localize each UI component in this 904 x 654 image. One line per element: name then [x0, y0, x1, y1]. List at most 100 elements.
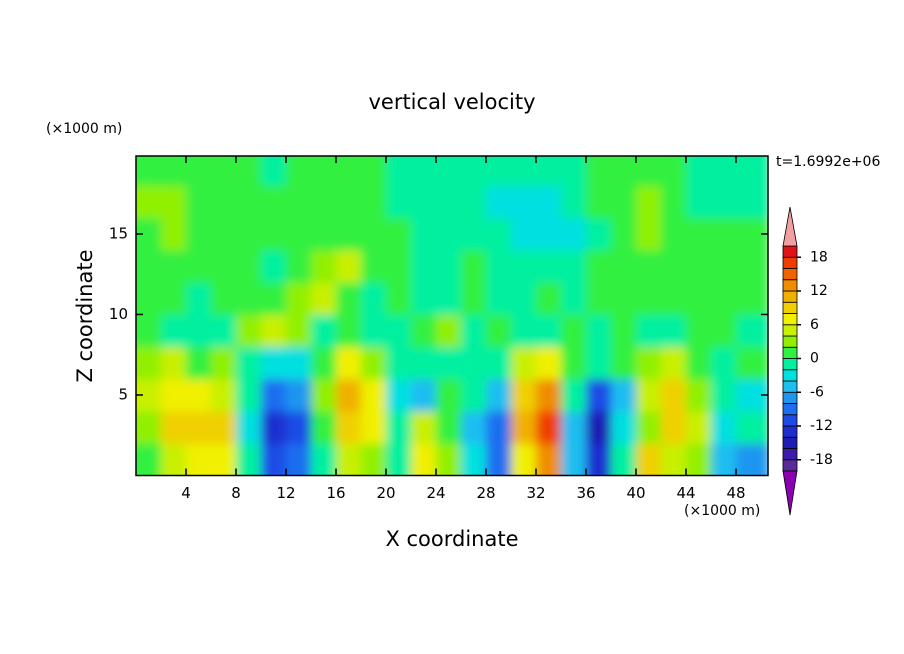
field-cell	[236, 411, 262, 444]
colorbar-band	[782, 459, 798, 472]
colorbar-band	[782, 290, 798, 303]
colorbar-band	[782, 380, 798, 393]
field-cell	[586, 443, 612, 476]
field-cell	[186, 156, 212, 187]
field-cell	[461, 185, 487, 219]
field-cell	[486, 411, 512, 444]
field-cell	[661, 185, 687, 219]
field-cell	[436, 314, 462, 348]
field-cell	[536, 282, 562, 315]
field-cell	[536, 443, 562, 476]
cells	[136, 156, 768, 476]
field-cell	[661, 217, 687, 251]
field-cell	[511, 250, 537, 283]
field-cell	[261, 443, 287, 476]
field-cell	[736, 185, 768, 219]
field-cell	[361, 378, 387, 412]
field-cell	[461, 314, 487, 348]
field-cell	[161, 314, 187, 348]
field-cell	[461, 443, 487, 476]
field-cell	[586, 185, 612, 219]
field-cell	[511, 378, 537, 412]
field-cell	[261, 282, 287, 315]
field-cell	[386, 282, 412, 315]
field-cell	[311, 250, 337, 283]
colorbar-label: 18	[810, 249, 828, 265]
x-tick-label: 24	[426, 484, 445, 502]
field-cell	[161, 378, 187, 412]
field-cell	[286, 185, 312, 219]
field-cell	[486, 314, 512, 348]
field-cell	[311, 185, 337, 219]
colorbar-band	[782, 268, 798, 281]
field-cell	[261, 411, 287, 444]
field-cell	[286, 314, 312, 348]
field-cell	[386, 378, 412, 412]
field-cell	[636, 282, 662, 315]
field-cell	[611, 250, 637, 283]
field-cell	[336, 156, 362, 187]
field-cell	[686, 411, 712, 444]
field-cell	[636, 378, 662, 412]
field-cell	[436, 378, 462, 412]
field-cell	[311, 282, 337, 315]
field-cell	[536, 314, 562, 348]
y-tick-label: 10	[109, 305, 128, 323]
field-cell	[211, 443, 237, 476]
field-cell	[536, 250, 562, 283]
field-cell	[636, 346, 662, 380]
field-cell	[561, 282, 587, 315]
colorbar-band	[782, 279, 798, 292]
field-cell	[736, 346, 768, 380]
field-cell	[261, 314, 287, 348]
field-cell	[386, 156, 412, 187]
field-cell	[336, 185, 362, 219]
field-cell	[486, 378, 512, 412]
field-cell	[186, 346, 212, 380]
field-cell	[461, 250, 487, 283]
field-cell	[561, 156, 587, 187]
field-cell	[361, 282, 387, 315]
field-cell	[636, 185, 662, 219]
field-cell	[336, 282, 362, 315]
field-cell	[636, 314, 662, 348]
field-cell	[286, 156, 312, 187]
field-cell	[211, 156, 237, 187]
field-cell	[736, 443, 768, 476]
field-cell	[586, 411, 612, 444]
field-cell	[486, 443, 512, 476]
field-cell	[736, 314, 768, 348]
field-cell	[186, 314, 212, 348]
field-cell	[511, 314, 537, 348]
field-cell	[486, 250, 512, 283]
field-cell	[686, 282, 712, 315]
field-cell	[461, 282, 487, 315]
field-cell	[686, 378, 712, 412]
field-cell	[461, 378, 487, 412]
field-cell	[636, 250, 662, 283]
field-cell	[411, 378, 437, 412]
field-cell	[236, 185, 262, 219]
field-cell	[186, 443, 212, 476]
field-cell	[686, 217, 712, 251]
field-cell	[186, 250, 212, 283]
field-cell	[136, 250, 162, 283]
field-cell	[311, 217, 337, 251]
field-cell	[236, 282, 262, 315]
field-cell	[136, 346, 162, 380]
field-cell	[411, 217, 437, 251]
field-cell	[511, 185, 537, 219]
field-cell	[336, 411, 362, 444]
field-cell	[186, 378, 212, 412]
field-cell	[386, 443, 412, 476]
colorbar-band	[782, 414, 798, 427]
field-cell	[661, 411, 687, 444]
field-cell	[311, 378, 337, 412]
field-cell	[136, 378, 162, 412]
colorbar-band	[782, 335, 798, 348]
field-cell	[361, 156, 387, 187]
field-cell	[161, 217, 187, 251]
field-cell	[136, 282, 162, 315]
